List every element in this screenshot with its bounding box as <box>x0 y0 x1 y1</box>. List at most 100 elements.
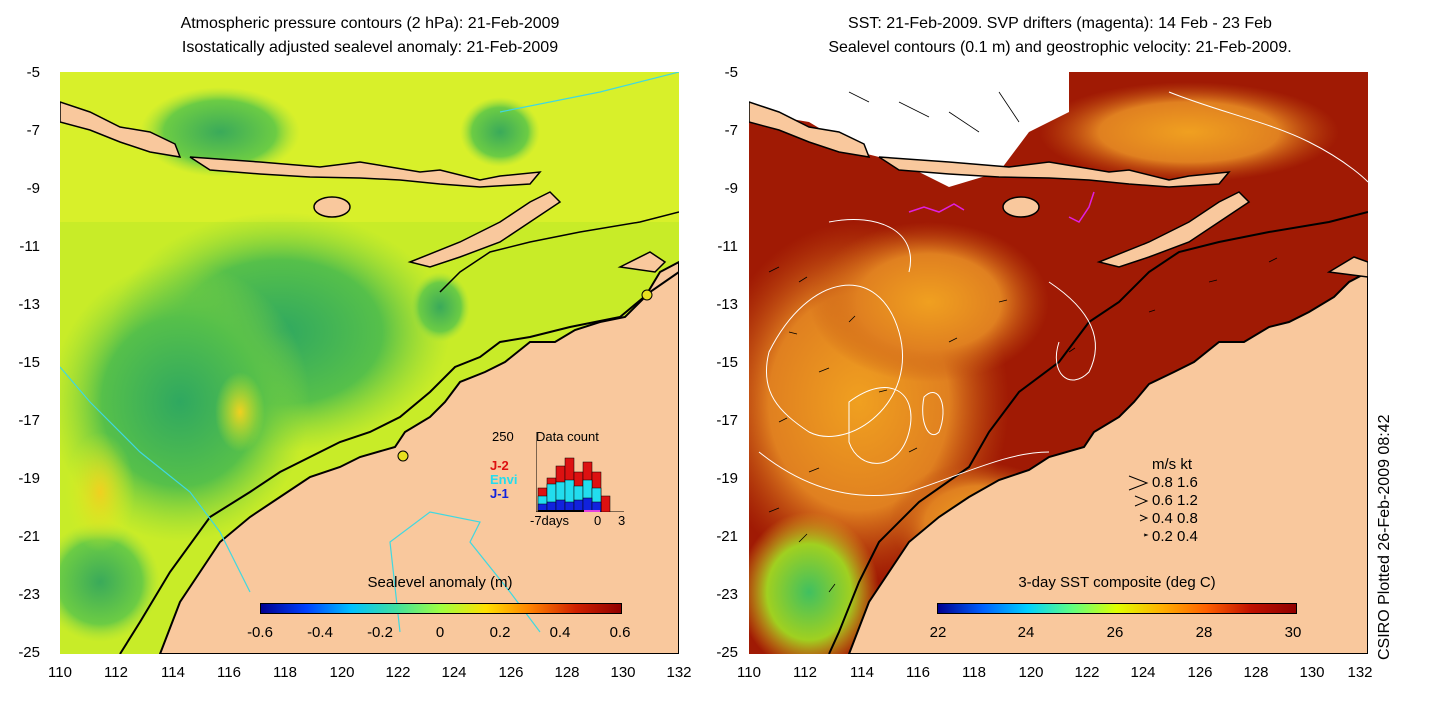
australia-land <box>158 260 679 654</box>
y-tick: -25 <box>716 644 738 661</box>
inset-x-left: -7days <box>530 513 570 528</box>
y-tick: -11 <box>717 238 738 255</box>
x-tick: 114 <box>161 664 185 681</box>
y-tick: -7 <box>724 122 738 139</box>
colorbar-label: -0.6 <box>247 624 273 641</box>
y-tick: -5 <box>26 64 40 81</box>
australia-land-sst <box>847 270 1368 654</box>
velocity-legend-row: 0.8 1.6 <box>1152 474 1198 491</box>
velocity-legend-arrows <box>1128 475 1149 537</box>
x-tick: 122 <box>1074 664 1100 681</box>
y-tick: -11 <box>19 238 40 255</box>
sla-low-north <box>460 97 540 167</box>
colorbar-label: 0.6 <box>609 624 631 641</box>
left-colorbar-title: Sealevel anomaly (m) <box>367 574 513 591</box>
x-tick: 116 <box>217 664 241 681</box>
velocity-legend-row: 0.4 0.8 <box>1152 510 1198 527</box>
inset-max-label: 250 <box>492 429 514 444</box>
velocity-legend: m/s kt 0.8 1.6 0.6 1.2 0.4 0.8 0.2 0.4 <box>1125 456 1235 546</box>
plotted-timestamp-label: CSIRO Plotted 26-Feb-2009 08:42 <box>1376 414 1393 660</box>
sealevel-anomaly-map <box>60 72 679 654</box>
velocity-legend-row: 0.2 0.4 <box>1152 528 1198 545</box>
colorbar-label: 0.4 <box>549 624 571 641</box>
left-colorbar <box>260 603 622 614</box>
shelf-contour-sst <box>828 211 1368 654</box>
colorbar-label: 0.2 <box>489 624 511 641</box>
y-tick: -21 <box>18 528 40 545</box>
island-timor <box>407 191 562 268</box>
sealevel-contour-5 <box>1048 281 1096 381</box>
sst-cool-southwest <box>749 512 879 654</box>
colorbar-label: 0 <box>435 624 445 641</box>
right-colorbar-title: 3-day SST composite (deg C) <box>1018 574 1216 591</box>
colorbar-label: -0.2 <box>367 624 393 641</box>
inset-x-mid: 0 <box>594 513 602 528</box>
x-tick: 124 <box>441 664 467 681</box>
x-tick: 130 <box>1299 664 1325 681</box>
data-count-inset: 250 Data count J-2 Envi J-1 <box>480 426 630 531</box>
x-tick: 128 <box>554 664 580 681</box>
inset-series-envi: Envi <box>490 472 518 487</box>
colorbar-label: 28 <box>1195 624 1213 641</box>
sla-high-patch <box>215 372 265 452</box>
y-tick: -13 <box>18 296 40 313</box>
y-tick: -9 <box>26 180 40 197</box>
colorbar-label: 26 <box>1106 624 1124 641</box>
x-tick: 116 <box>906 664 930 681</box>
x-tick: 112 <box>793 664 817 681</box>
left-title-line2: Isostatically adjusted sealevel anomaly:… <box>181 39 559 56</box>
sst-map <box>749 72 1368 654</box>
y-tick: -17 <box>18 412 40 429</box>
sla-low-northwest <box>140 87 300 177</box>
sealevel-contour-6 <box>1168 91 1368 183</box>
x-tick: 110 <box>48 664 72 681</box>
colorbar-label: 22 <box>929 624 947 641</box>
cyan-contour-3 <box>499 72 679 113</box>
cyan-contour-1 <box>60 366 251 593</box>
drifter-track-2 <box>1068 191 1095 223</box>
island-java <box>60 101 182 158</box>
colorbar-label: 30 <box>1284 624 1302 641</box>
x-tick: 126 <box>1187 664 1213 681</box>
sealevel-map-svg <box>60 72 679 654</box>
right-title-line1: SST: 21-Feb-2009. SVP drifters (magenta)… <box>848 15 1272 32</box>
sealevel-contour-2 <box>848 387 912 464</box>
y-tick: -5 <box>724 64 738 81</box>
island-timor-sst <box>1096 191 1251 268</box>
sla-high-patch-west <box>65 432 135 552</box>
velocity-legend-header: m/s kt <box>1152 456 1192 473</box>
y-tick: -23 <box>716 586 738 603</box>
sla-low-southwest <box>60 522 160 642</box>
sst-map-svg <box>749 72 1368 654</box>
y-tick: -15 <box>716 354 738 371</box>
right-colorbar <box>937 603 1297 614</box>
x-tick: 130 <box>610 664 636 681</box>
sla-low-east <box>410 272 470 342</box>
colorbar-label: 24 <box>1017 624 1035 641</box>
island-chain <box>189 156 542 188</box>
island-chain-sst <box>878 156 1231 188</box>
island-melville-sst <box>1326 256 1368 278</box>
left-title-line1: Atmospheric pressure contours (2 hPa): 2… <box>180 15 560 32</box>
inset-histogram <box>536 432 624 512</box>
y-tick: -25 <box>18 644 40 661</box>
x-tick: 118 <box>962 664 986 681</box>
pressure-contour <box>439 211 679 293</box>
sealevel-contour-3 <box>922 391 944 435</box>
y-tick: -21 <box>716 528 738 545</box>
island-sumba-sst <box>1002 196 1040 218</box>
x-tick: 120 <box>1018 664 1044 681</box>
shelf-contour <box>119 271 679 654</box>
y-tick: -17 <box>716 412 738 429</box>
velocity-legend-row: 0.6 1.2 <box>1152 492 1198 509</box>
drifter-track-1 <box>908 203 965 213</box>
x-tick: 112 <box>104 664 128 681</box>
x-tick: 126 <box>498 664 524 681</box>
sealevel-contour-4 <box>758 451 1050 497</box>
right-title-line2: Sealevel contours (0.1 m) and geostrophi… <box>828 39 1292 56</box>
y-tick: -23 <box>18 586 40 603</box>
x-tick: 122 <box>385 664 411 681</box>
y-tick: -9 <box>724 180 738 197</box>
station-marker-south <box>397 450 409 462</box>
y-tick: -7 <box>26 122 40 139</box>
